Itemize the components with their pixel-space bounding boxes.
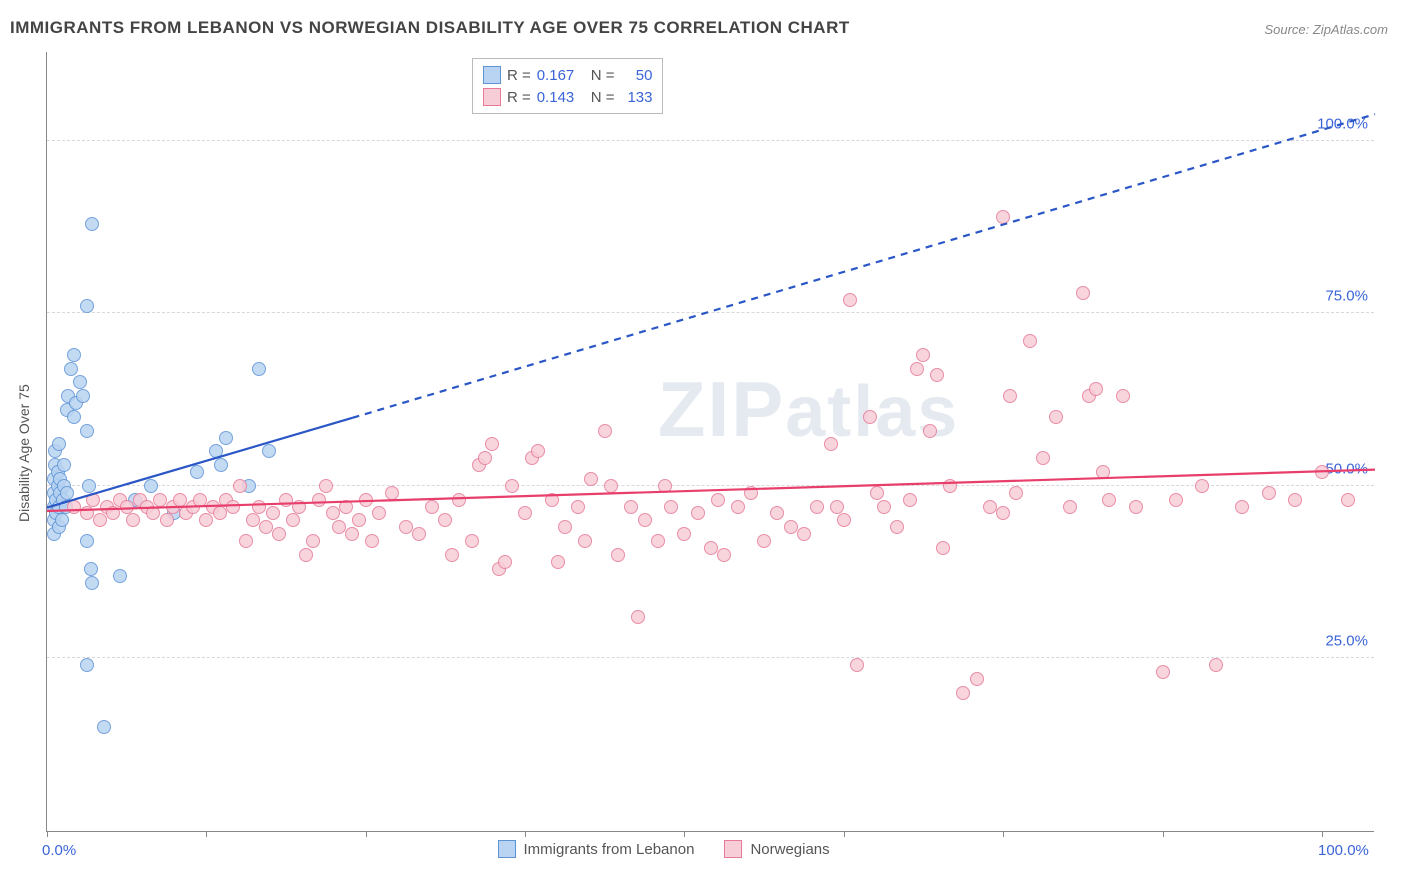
trend-line bbox=[352, 114, 1375, 418]
plot-area: ZIPatlas R =0.167N =50R =0.143N =133 25.… bbox=[46, 52, 1374, 832]
legend-N-label: N = bbox=[591, 89, 615, 106]
source-name: ZipAtlas.com bbox=[1313, 22, 1388, 37]
chart-title: IMMIGRANTS FROM LEBANON VS NORWEGIAN DIS… bbox=[10, 18, 850, 38]
legend-bottom: Immigrants from Lebanon Norwegians bbox=[498, 840, 830, 858]
legend-swatch bbox=[483, 66, 501, 84]
legend-swatch bbox=[724, 840, 742, 858]
x-axis-left-label: 0.0% bbox=[42, 842, 76, 859]
trend-lines-layer bbox=[47, 52, 1375, 832]
trend-line bbox=[47, 470, 1375, 511]
source-attribution: Source: ZipAtlas.com bbox=[1264, 22, 1388, 37]
legend-R-label: R = bbox=[507, 67, 531, 84]
legend-item: Norwegians bbox=[724, 840, 829, 858]
legend-N-value: 133 bbox=[620, 89, 652, 106]
legend-R-value: 0.143 bbox=[537, 89, 585, 106]
legend-R-value: 0.167 bbox=[537, 67, 585, 84]
legend-stats-row: R = 0.143 N = 133 bbox=[483, 86, 653, 108]
legend-stats-row: R = 0.167 N = 50 bbox=[483, 64, 653, 86]
legend-N-value: 50 bbox=[620, 67, 652, 84]
legend-series-label: Immigrants from Lebanon bbox=[524, 841, 695, 858]
trend-line bbox=[47, 418, 352, 508]
legend-N-label: N = bbox=[591, 67, 615, 84]
legend-item: Immigrants from Lebanon bbox=[498, 840, 695, 858]
legend-stats-box: R = 0.167 N = 50 R = 0.143 N = 133 bbox=[472, 58, 664, 114]
legend-swatch bbox=[483, 88, 501, 106]
legend-R-label: R = bbox=[507, 89, 531, 106]
chart-container: IMMIGRANTS FROM LEBANON VS NORWEGIAN DIS… bbox=[0, 0, 1406, 892]
legend-series-label: Norwegians bbox=[750, 841, 829, 858]
y-axis-label: Disability Age Over 75 bbox=[16, 384, 32, 522]
legend-swatch bbox=[498, 840, 516, 858]
source-prefix: Source: bbox=[1264, 22, 1312, 37]
x-axis-right-label: 100.0% bbox=[1318, 842, 1369, 859]
